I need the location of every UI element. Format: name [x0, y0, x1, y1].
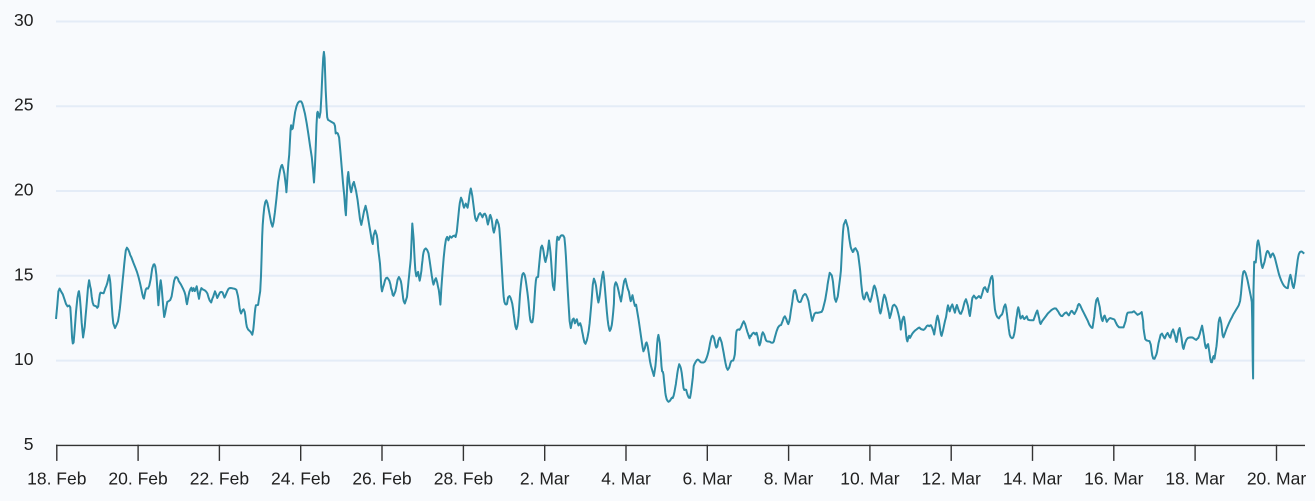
svg-text:22. Feb: 22. Feb — [190, 469, 249, 489]
svg-text:16. Mar: 16. Mar — [1084, 469, 1143, 489]
svg-text:4. Mar: 4. Mar — [601, 469, 651, 489]
svg-text:26. Feb: 26. Feb — [352, 469, 411, 489]
svg-text:20. Feb: 20. Feb — [108, 469, 167, 489]
svg-text:15: 15 — [14, 264, 33, 284]
svg-text:20. Mar: 20. Mar — [1247, 469, 1306, 489]
svg-text:20: 20 — [14, 180, 34, 200]
svg-text:14. Mar: 14. Mar — [1003, 469, 1062, 489]
svg-text:2. Mar: 2. Mar — [520, 469, 570, 489]
svg-text:25: 25 — [14, 95, 33, 115]
svg-text:10: 10 — [14, 349, 34, 369]
svg-text:6. Mar: 6. Mar — [682, 469, 732, 489]
svg-text:5: 5 — [24, 434, 34, 454]
svg-text:24. Feb: 24. Feb — [271, 469, 330, 489]
svg-text:18. Mar: 18. Mar — [1165, 469, 1224, 489]
svg-text:12. Mar: 12. Mar — [922, 469, 981, 489]
svg-text:18. Feb: 18. Feb — [27, 469, 86, 489]
svg-text:30: 30 — [14, 10, 34, 30]
svg-text:8. Mar: 8. Mar — [764, 469, 814, 489]
svg-text:10. Mar: 10. Mar — [840, 469, 899, 489]
svg-text:28. Feb: 28. Feb — [434, 469, 493, 489]
